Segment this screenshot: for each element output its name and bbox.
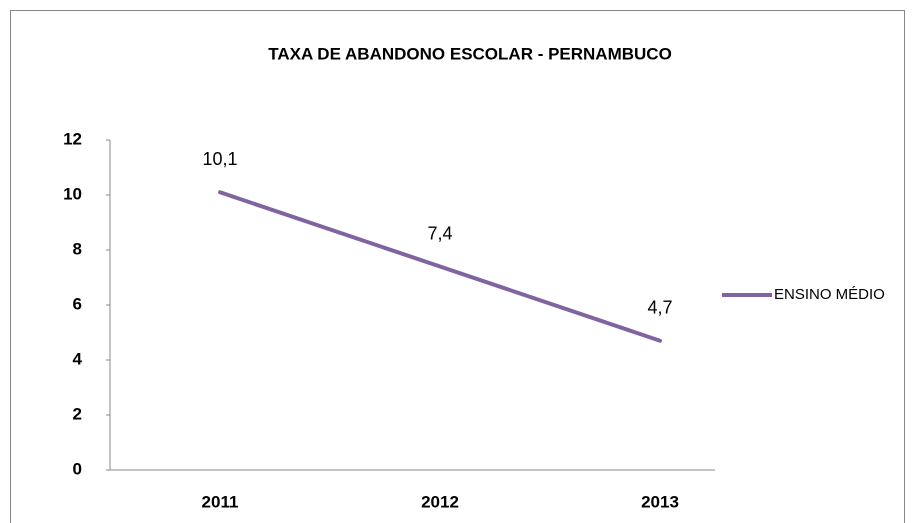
legend-label: ENSINO MÉDIO: [774, 286, 885, 303]
chart-title: TAXA DE ABANDONO ESCOLAR - PERNAMBUCO: [268, 44, 672, 63]
y-tick-label: 4: [73, 349, 83, 368]
y-tick-label: 10: [63, 184, 82, 203]
chart-border: [10, 10, 905, 523]
x-tick-label: 2013: [641, 492, 679, 511]
y-tick-label: 8: [73, 239, 82, 258]
y-tick-label: 0: [73, 459, 82, 478]
x-tick-label: 2011: [202, 492, 239, 511]
y-tick-label: 12: [63, 129, 82, 148]
y-tick-label: 2: [73, 404, 82, 423]
y-tick-label: 6: [73, 294, 82, 313]
data-label: 10,1: [202, 149, 237, 169]
data-label: 4,7: [647, 298, 672, 318]
x-tick-label: 2012: [421, 492, 459, 511]
line-series: [218, 190, 662, 343]
data-label: 7,4: [427, 223, 452, 243]
